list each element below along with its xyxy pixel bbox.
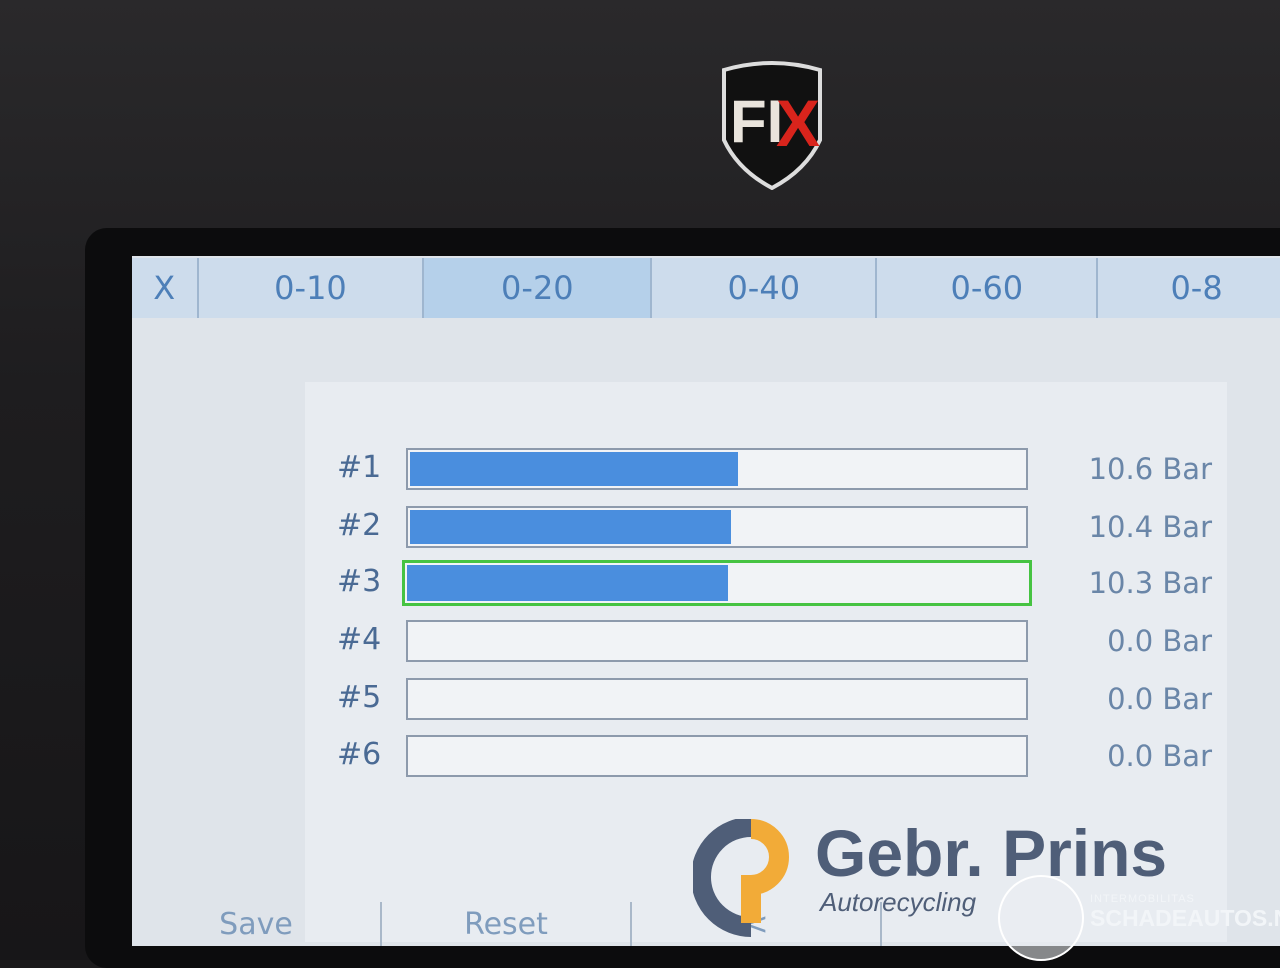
channel-row: #2 10.4 Bar — [132, 506, 1280, 550]
channel-label: #3 — [337, 564, 382, 599]
schadeautos-text: SCHADEAUTOS.NL — [1090, 905, 1280, 931]
channel-row: #3 10.3 Bar — [132, 560, 1280, 606]
range-tabs: X 0-10 0-20 0-40 0-60 0-8 — [132, 258, 1280, 318]
save-button[interactable]: Save — [132, 902, 382, 946]
pressure-bar[interactable] — [406, 506, 1028, 548]
bottom-toolbar: Save Reset < — [132, 902, 1280, 946]
channel-label: #1 — [337, 450, 382, 485]
channel-label: #6 — [337, 737, 382, 772]
channel-label: #2 — [337, 508, 382, 543]
pressure-value: 10.6 Bar — [1088, 452, 1212, 486]
tab-0-10[interactable]: 0-10 — [199, 258, 425, 318]
schadeautos-watermark: INTERMOBILITAS SCHADEAUTOS.NL — [1090, 893, 1280, 932]
close-button[interactable]: X — [132, 258, 199, 318]
channel-row: #5 0.0 Bar — [132, 678, 1280, 722]
pressure-bar[interactable] — [406, 620, 1028, 662]
channel-row: #6 0.0 Bar — [132, 735, 1280, 779]
pressure-bar[interactable] — [406, 678, 1028, 720]
tab-0-40[interactable]: 0-40 — [652, 258, 878, 318]
pressure-bar[interactable] — [402, 560, 1032, 606]
pressure-value: 10.4 Bar — [1088, 510, 1212, 544]
pressure-value: 0.0 Bar — [1107, 682, 1212, 716]
tab-0-20[interactable]: 0-20 — [424, 258, 653, 318]
svg-text:FI: FI — [730, 88, 783, 155]
fix-logo: FI X — [722, 61, 822, 190]
pressure-value: 10.3 Bar — [1088, 566, 1212, 600]
globe-icon — [998, 875, 1084, 961]
tab-0-60[interactable]: 0-60 — [877, 258, 1099, 318]
back-button[interactable]: < — [632, 902, 882, 946]
channel-label: #4 — [337, 622, 382, 657]
pressure-value: 0.0 Bar — [1107, 739, 1212, 773]
tab-0-80[interactable]: 0-8 — [1098, 258, 1280, 318]
pressure-bar-fill — [410, 452, 738, 486]
channel-row: #1 10.6 Bar — [132, 448, 1280, 492]
reset-button[interactable]: Reset — [382, 902, 632, 946]
pressure-bar-fill — [407, 565, 729, 601]
pressure-bar-fill — [410, 510, 732, 544]
screen: X 0-10 0-20 0-40 0-60 0-8 #1 10.6 Bar #2 … — [132, 256, 1280, 946]
pressure-bar[interactable] — [406, 735, 1028, 777]
channel-label: #5 — [337, 680, 382, 715]
channel-row: #4 0.0 Bar — [132, 620, 1280, 664]
pressure-value: 0.0 Bar — [1107, 624, 1212, 658]
intermobilitas-text: INTERMOBILITAS — [1090, 893, 1195, 905]
pressure-bar[interactable] — [406, 448, 1028, 490]
svg-text:X: X — [776, 86, 820, 160]
